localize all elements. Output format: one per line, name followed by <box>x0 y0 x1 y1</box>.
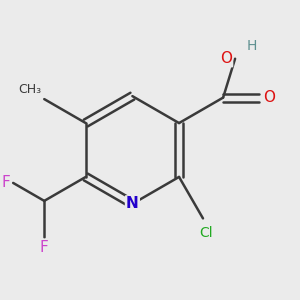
Text: CH₃: CH₃ <box>18 83 41 96</box>
Text: N: N <box>126 196 139 211</box>
Text: F: F <box>40 240 49 255</box>
Text: H: H <box>247 39 257 53</box>
Text: F: F <box>2 176 10 190</box>
Text: O: O <box>263 90 275 105</box>
Text: Cl: Cl <box>199 226 213 240</box>
Text: O: O <box>220 51 232 66</box>
